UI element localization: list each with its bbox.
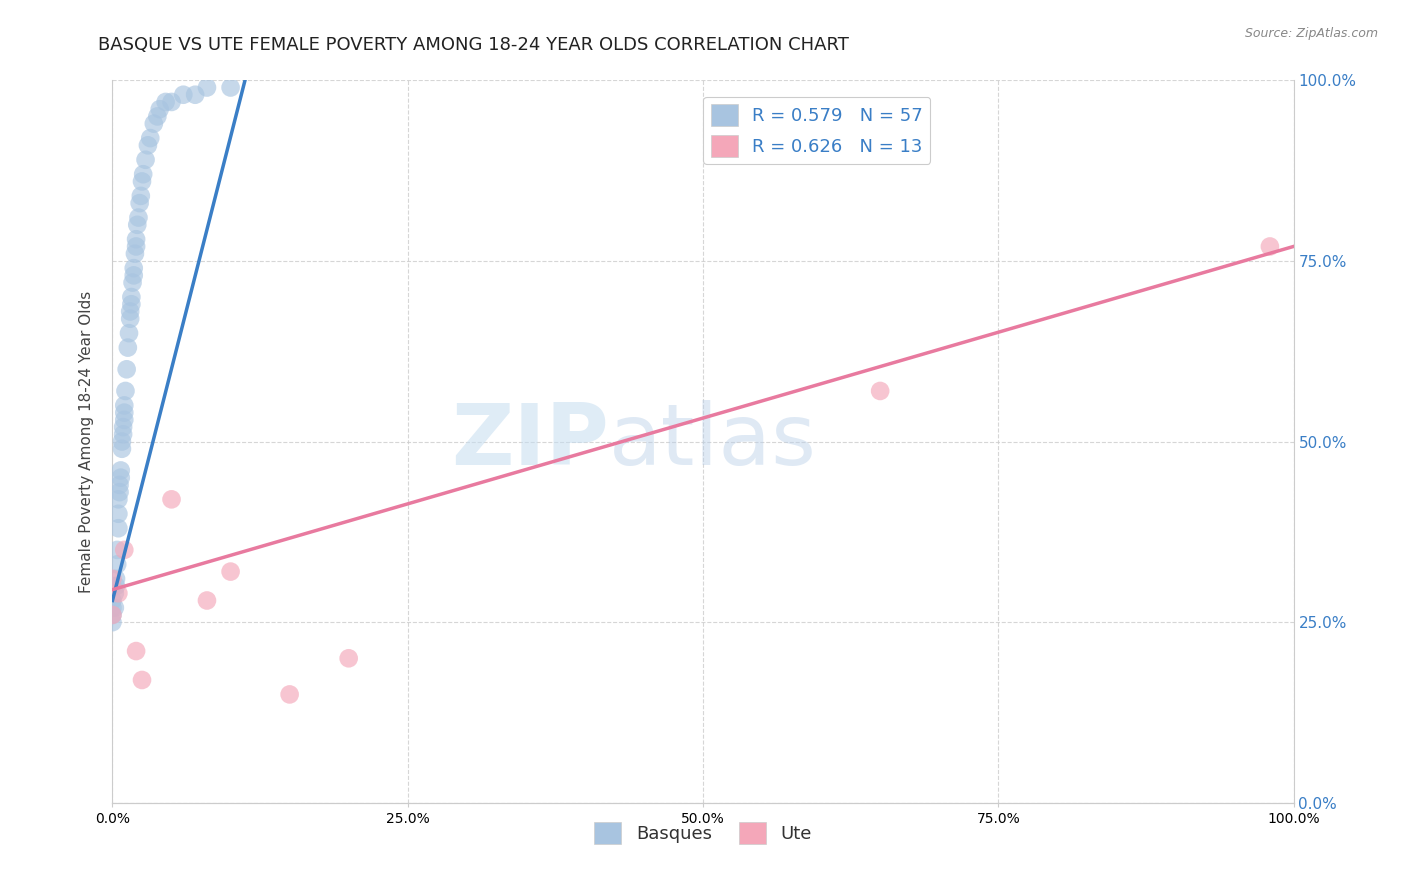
- Point: [101, 593, 124, 607]
- Point: [155, 95, 177, 109]
- Point: [869, 384, 891, 398]
- Point: [149, 102, 172, 116]
- Point: [160, 492, 183, 507]
- Point: [1258, 239, 1281, 253]
- Point: [112, 413, 135, 427]
- Point: [111, 434, 134, 449]
- Point: [114, 384, 136, 398]
- Point: [128, 196, 150, 211]
- Point: [115, 362, 138, 376]
- Point: [108, 478, 131, 492]
- Point: [122, 261, 145, 276]
- Point: [131, 673, 153, 687]
- Point: [118, 326, 141, 340]
- Point: [105, 579, 128, 593]
- Point: [146, 110, 169, 124]
- Point: [172, 87, 194, 102]
- Text: ZIP: ZIP: [451, 400, 609, 483]
- Point: [110, 463, 132, 477]
- Point: [129, 189, 152, 203]
- Point: [121, 276, 143, 290]
- Point: [107, 492, 129, 507]
- Point: [142, 117, 165, 131]
- Point: [101, 600, 124, 615]
- Point: [120, 297, 142, 311]
- Point: [125, 239, 148, 253]
- Point: [104, 600, 127, 615]
- Point: [112, 420, 135, 434]
- Legend: Basques, Ute: Basques, Ute: [588, 815, 818, 852]
- Point: [337, 651, 360, 665]
- Point: [219, 80, 242, 95]
- Point: [127, 211, 149, 225]
- Point: [101, 607, 124, 622]
- Point: [195, 80, 218, 95]
- Point: [131, 174, 153, 188]
- Point: [101, 607, 124, 622]
- Point: [125, 644, 148, 658]
- Point: [120, 304, 142, 318]
- Point: [107, 521, 129, 535]
- Text: atlas: atlas: [609, 400, 817, 483]
- Point: [105, 558, 128, 572]
- Point: [107, 507, 129, 521]
- Text: Source: ZipAtlas.com: Source: ZipAtlas.com: [1244, 27, 1378, 40]
- Point: [117, 341, 139, 355]
- Point: [120, 311, 142, 326]
- Y-axis label: Female Poverty Among 18-24 Year Olds: Female Poverty Among 18-24 Year Olds: [79, 291, 94, 592]
- Point: [278, 687, 301, 701]
- Point: [122, 268, 145, 283]
- Point: [127, 218, 149, 232]
- Point: [125, 232, 148, 246]
- Point: [136, 138, 159, 153]
- Point: [124, 246, 146, 260]
- Point: [112, 406, 135, 420]
- Point: [105, 542, 128, 557]
- Text: BASQUE VS UTE FEMALE POVERTY AMONG 18-24 YEAR OLDS CORRELATION CHART: BASQUE VS UTE FEMALE POVERTY AMONG 18-24…: [98, 36, 849, 54]
- Point: [184, 87, 207, 102]
- Point: [132, 167, 155, 181]
- Point: [107, 586, 129, 600]
- Point: [101, 572, 124, 586]
- Point: [139, 131, 162, 145]
- Point: [195, 593, 218, 607]
- Point: [120, 290, 142, 304]
- Point: [101, 615, 124, 630]
- Point: [110, 470, 132, 484]
- Point: [112, 427, 135, 442]
- Point: [111, 442, 134, 456]
- Point: [101, 579, 124, 593]
- Point: [112, 542, 135, 557]
- Point: [112, 398, 135, 412]
- Point: [104, 586, 127, 600]
- Point: [135, 153, 157, 167]
- Point: [219, 565, 242, 579]
- Point: [105, 572, 128, 586]
- Point: [108, 485, 131, 500]
- Point: [160, 95, 183, 109]
